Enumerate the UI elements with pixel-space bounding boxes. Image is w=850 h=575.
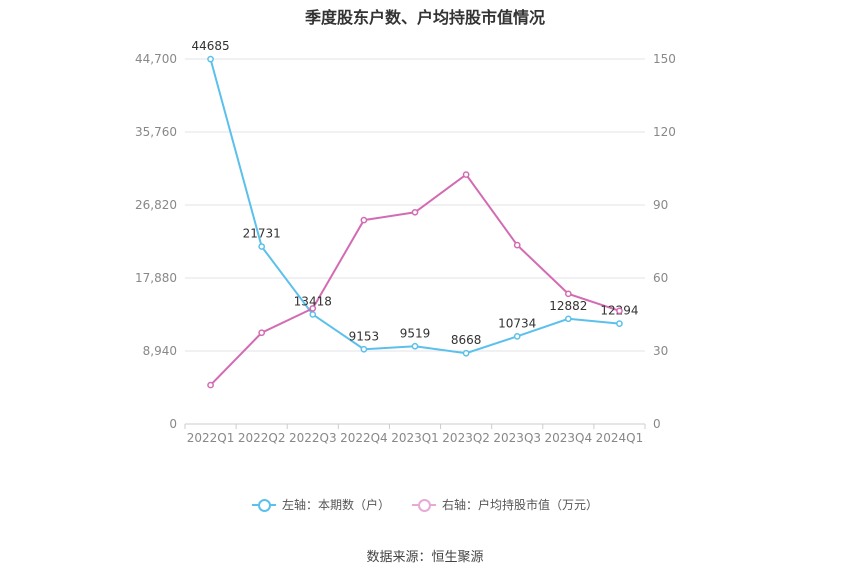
data-point-left — [411, 342, 419, 350]
data-point-right — [462, 171, 470, 178]
x-axis-tick-label: 2023Q1 — [391, 431, 439, 445]
right-axis-tick-label: 90 — [653, 198, 668, 212]
chart-title: 季度股东户数、户均持股市值情况 — [304, 8, 545, 27]
data-point-right — [564, 290, 572, 298]
data-point-left — [616, 320, 623, 327]
data-label-left: 44685 — [191, 39, 229, 53]
data-point-left — [258, 243, 266, 250]
legend-label-right: 右轴：户均持股市值（万元） — [442, 498, 599, 512]
data-point-right — [616, 307, 623, 315]
source-note: 数据来源：恒生聚源 — [366, 550, 484, 565]
data-label-left: 21731 — [243, 227, 281, 241]
data-point-right — [411, 208, 419, 216]
right-axis-tick-label: 30 — [653, 344, 668, 358]
data-point-left — [360, 345, 368, 353]
right-axis-tick-label: 150 — [653, 52, 676, 66]
data-point-left — [564, 315, 572, 323]
x-axis-tick-label: 2022Q2 — [238, 431, 286, 445]
legend-marker-left — [251, 498, 276, 512]
data-point-right — [360, 216, 368, 224]
legend: 左轴：本期数（户） 右轴：户均持股市值（万元） — [0, 496, 850, 513]
data-label-left: 9519 — [400, 326, 431, 340]
x-axis-tick-label: 2022Q1 — [187, 431, 235, 445]
right-axis-tick-label: 0 — [653, 417, 661, 431]
data-point-right — [258, 329, 266, 337]
x-axis-tick-label: 2024Q1 — [596, 431, 644, 445]
data-point-left — [309, 311, 317, 318]
right-axis-tick-label: 120 — [653, 125, 676, 139]
x-axis-tick-label: 2023Q2 — [442, 431, 490, 445]
x-axis-tick-label: 2023Q4 — [545, 431, 593, 445]
data-label-left: 10734 — [498, 316, 536, 330]
legend-item-left-series[interactable]: 左轴：本期数（户） — [251, 496, 390, 513]
data-label-left: 8668 — [451, 333, 482, 347]
data-point-left — [207, 55, 214, 63]
legend-marker-right — [412, 498, 436, 512]
data-point-right — [513, 241, 521, 249]
series-line-right — [209, 173, 620, 386]
right-axis-tick-label: 60 — [653, 271, 668, 285]
legend-item-right-series[interactable]: 右轴：户均持股市值（万元） — [412, 496, 598, 513]
left-axis-tick-label: 8,940 — [143, 344, 177, 358]
data-point-right — [207, 381, 214, 389]
left-axis-tick-label: 26,820 — [135, 198, 177, 212]
x-axis-tick-label: 2023Q3 — [493, 431, 541, 445]
data-label-left: 12882 — [549, 299, 587, 313]
legend-label-left: 左轴：本期数（户） — [281, 498, 390, 512]
data-label-left: 9153 — [349, 329, 380, 343]
data-point-left — [513, 333, 521, 340]
data-point-left — [462, 349, 470, 357]
data-point-right — [309, 305, 317, 312]
data-label-left: 13418 — [294, 294, 332, 308]
x-axis-tick-label: 2022Q4 — [340, 431, 388, 445]
x-axis-tick-label: 2022Q3 — [289, 431, 337, 445]
left-axis-tick-label: 44,700 — [135, 52, 177, 66]
left-axis-tick-label: 17,880 — [135, 271, 177, 285]
left-axis-tick-label: 0 — [169, 417, 177, 431]
left-axis-tick-label: 35,760 — [135, 125, 177, 139]
